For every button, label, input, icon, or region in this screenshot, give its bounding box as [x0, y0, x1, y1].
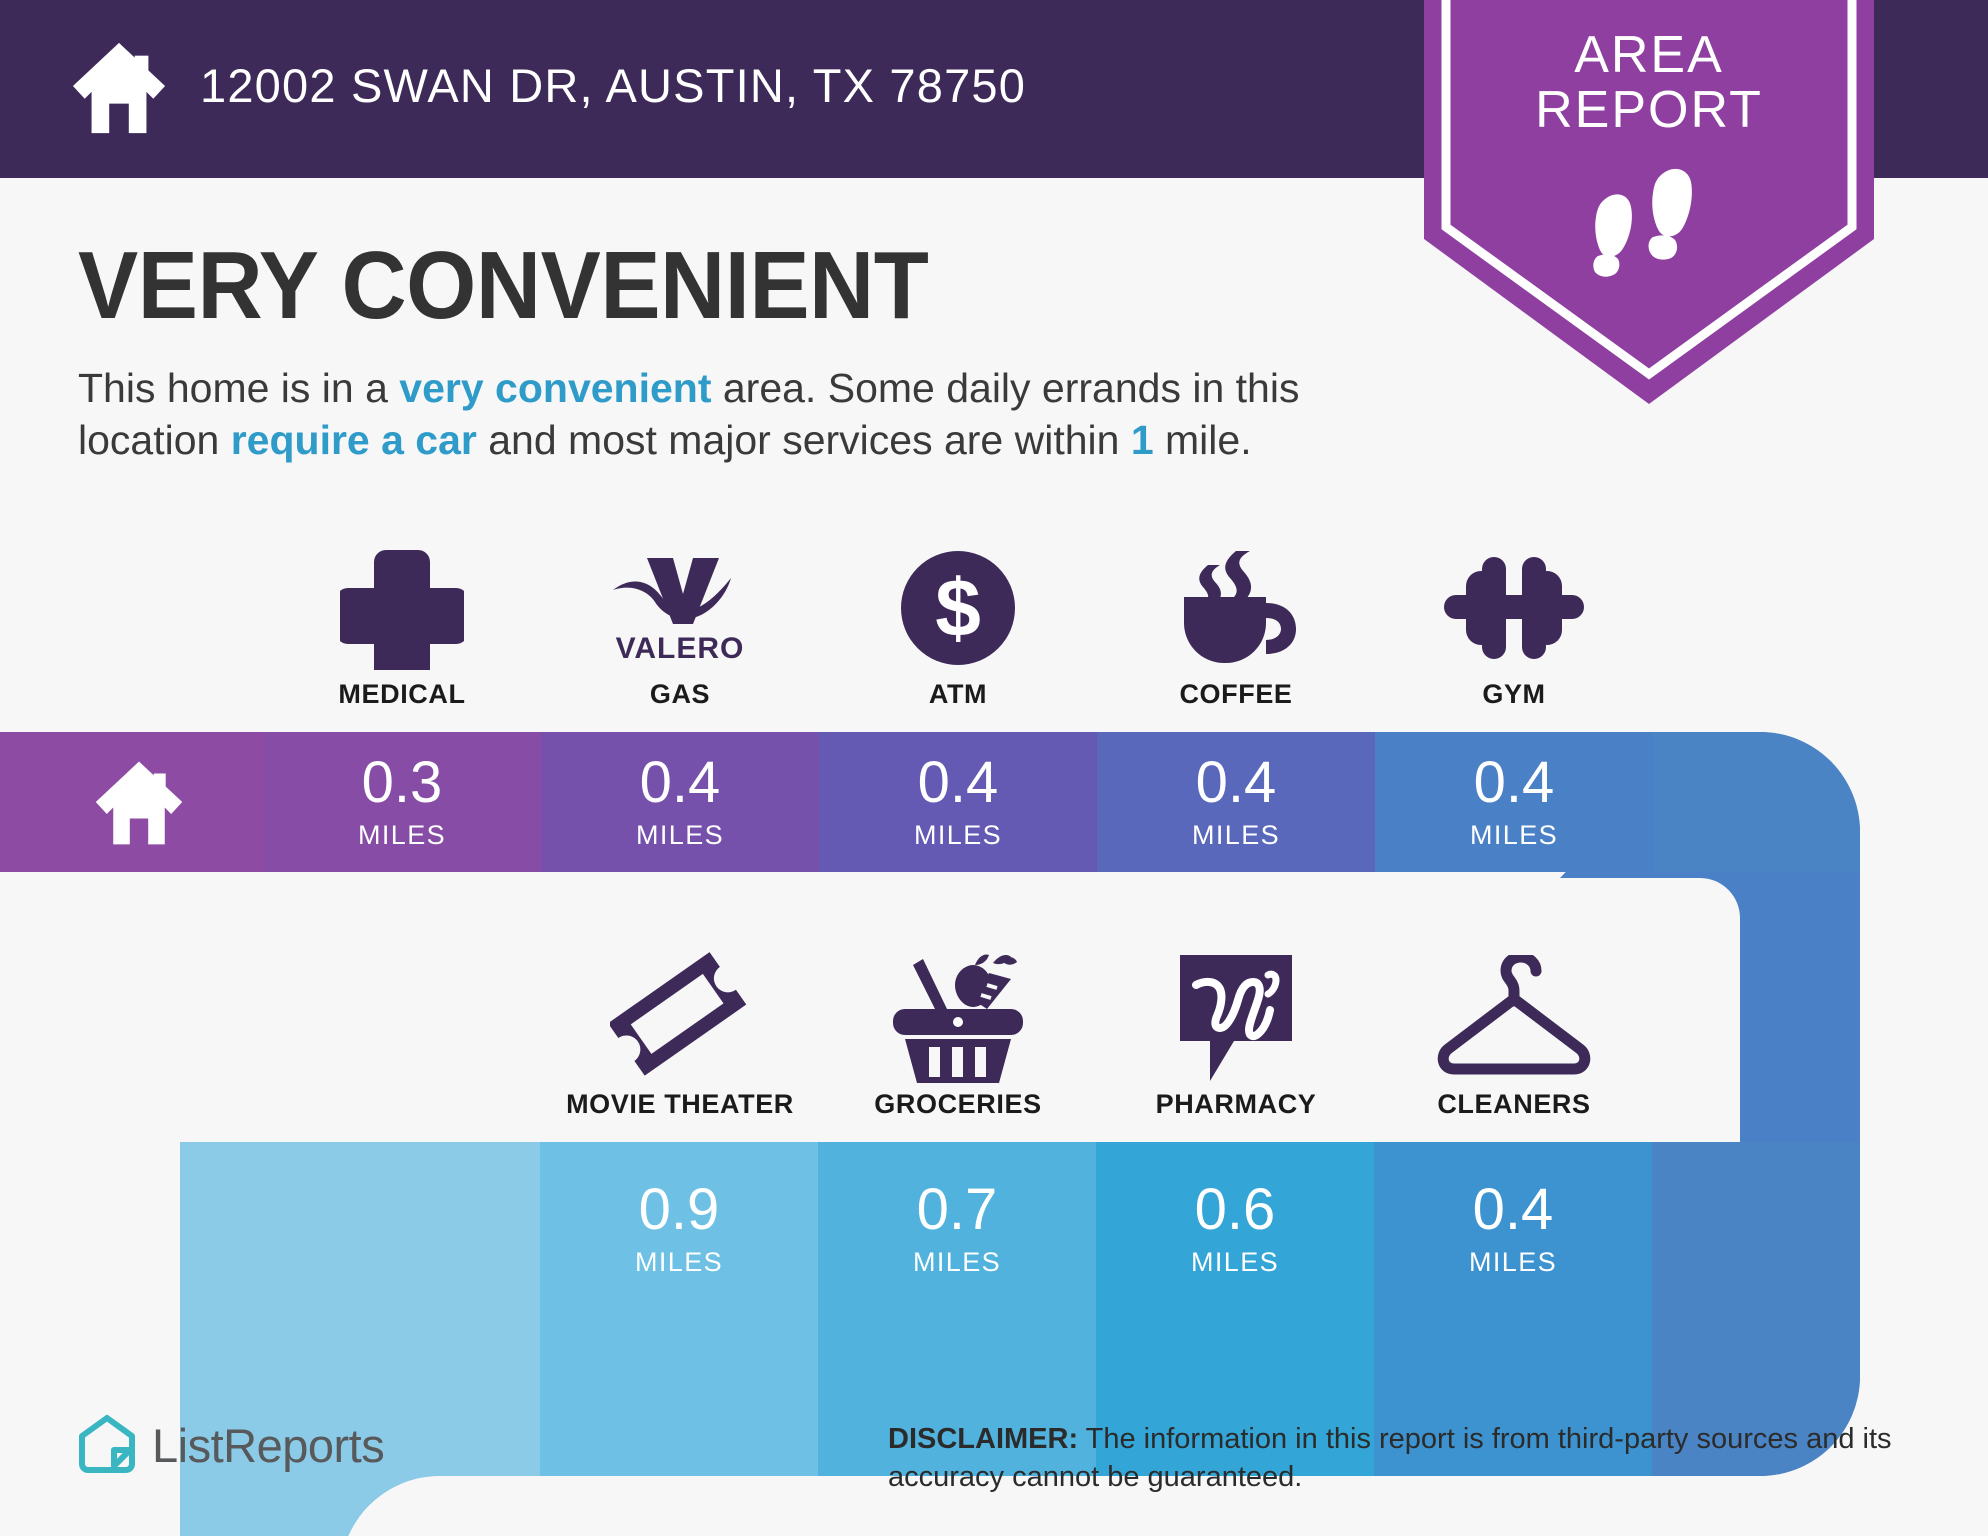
home-icon	[95, 761, 183, 845]
icon-row-top: MEDICAL VALERO GAS $ ATM	[0, 530, 1988, 710]
dollar-circle-icon: $	[899, 543, 1017, 673]
movie-ticket-icon	[610, 952, 750, 1083]
valero-logo-icon: VALERO	[605, 543, 755, 673]
listreports-house-icon	[79, 1415, 135, 1473]
intro-part-1: This home is in a	[78, 365, 400, 411]
category-gym: GYM	[1375, 530, 1653, 710]
area-report-badge: AREA REPORT	[1424, 0, 1874, 414]
intro-highlight-1: very convenient	[399, 365, 712, 411]
category-label: CLEANERS	[1437, 1089, 1591, 1119]
intro-highlight-3: 1	[1130, 417, 1154, 464]
coffee-cup-icon	[1170, 543, 1302, 673]
page-title: VERY CONVENIENT	[78, 232, 929, 339]
category-coffee: COFFEE	[1097, 530, 1375, 710]
home-marker	[0, 732, 278, 872]
disclaimer-text: The information in this report is from t…	[888, 1423, 1892, 1494]
svg-text:VALERO: VALERO	[616, 632, 745, 665]
ribbon-top-row	[0, 732, 1860, 872]
footprints-icon	[1593, 168, 1692, 277]
grocery-basket-icon	[889, 953, 1027, 1083]
category-pharmacy: PHARMACY	[1097, 940, 1375, 1120]
disclaimer: DISCLAIMER: The information in this repo…	[888, 1420, 1928, 1497]
clothes-hanger-icon	[1434, 953, 1594, 1083]
medical-cross-icon	[340, 543, 464, 673]
category-label: MOVIE THEATER	[566, 1089, 794, 1119]
icon-row-bottom: MOVIE THEATER	[0, 940, 1988, 1120]
home-icon	[72, 42, 166, 134]
category-label: GROCERIES	[874, 1089, 1042, 1119]
distance-ribbon	[0, 732, 1860, 1536]
category-label: PHARMACY	[1155, 1089, 1317, 1119]
category-atm: $ ATM	[819, 530, 1097, 710]
dumbbell-icon	[1442, 543, 1586, 673]
category-label: MEDICAL	[338, 679, 466, 709]
walgreens-logo-icon	[1176, 953, 1296, 1083]
category-label: COFFEE	[1179, 679, 1293, 709]
intro-part-2: area. Some daily errands in this locatio…	[78, 365, 1300, 464]
listreports-wordmark: ListReports	[152, 1418, 385, 1472]
category-groceries: GROCERIES	[819, 940, 1097, 1120]
category-label: ATM	[928, 679, 988, 709]
category-gas: VALERO GAS	[541, 530, 819, 710]
intro-highlight-2: require a car	[230, 417, 477, 464]
disclaimer-label: DISCLAIMER:	[888, 1423, 1079, 1455]
listreports-logo: ListReports	[78, 1414, 385, 1476]
category-label: GYM	[1482, 679, 1546, 709]
intro-part-3: and most major services are within	[476, 417, 1131, 464]
svg-text:$: $	[935, 563, 981, 654]
category-medical: MEDICAL	[263, 530, 541, 710]
category-label: GAS	[649, 679, 711, 709]
ribbon-bottom-row	[180, 1142, 1860, 1536]
intro-part-4: mile.	[1153, 417, 1252, 464]
category-cleaners: CLEANERS	[1375, 940, 1653, 1120]
category-movie-theater: MOVIE THEATER	[541, 940, 819, 1120]
intro-paragraph: This home is in a very convenient area. …	[78, 362, 1438, 467]
header-address: 12002 SWAN DR, AUSTIN, TX 78750	[200, 59, 1027, 112]
